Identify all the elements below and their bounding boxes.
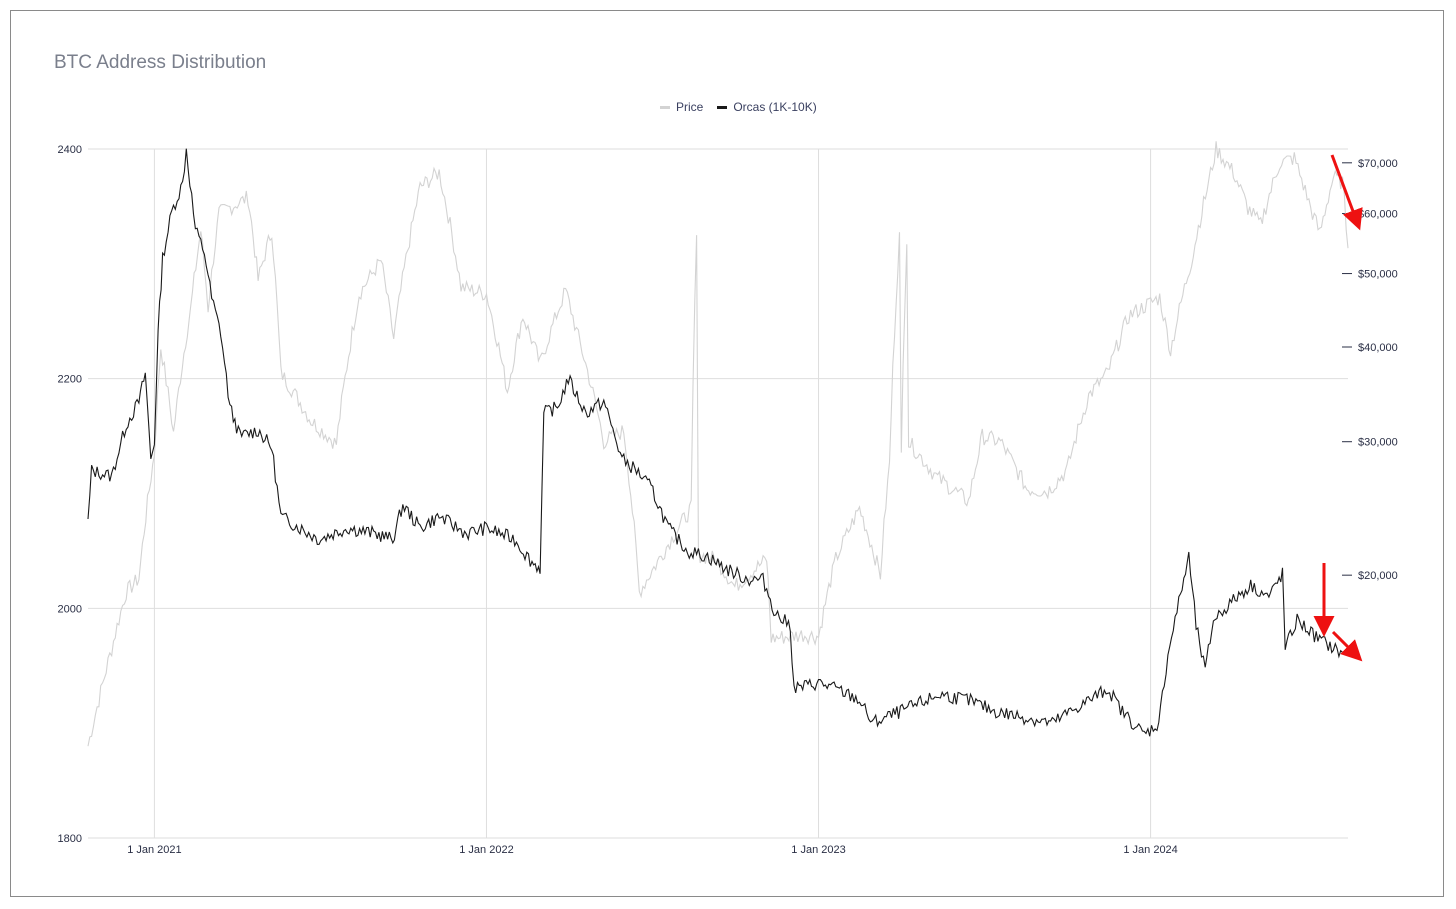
y-right-tick-label: $30,000 bbox=[1358, 437, 1398, 449]
y-right-tick-label: $20,000 bbox=[1358, 570, 1398, 582]
x-tick-label: 1 Jan 2021 bbox=[127, 844, 181, 856]
x-tick-label: 1 Jan 2023 bbox=[791, 844, 845, 856]
legend-label-orcas: Orcas (1K-10K) bbox=[733, 100, 817, 114]
series-line-orcas bbox=[87, 148, 1345, 737]
annotation-arrow-orcas-decline bbox=[1331, 630, 1363, 662]
y-right-tick-label: $60,000 bbox=[1358, 209, 1398, 221]
series-line-price bbox=[87, 141, 1349, 747]
chart-title: BTC Address Distribution bbox=[54, 52, 267, 73]
legend-label-price: Price bbox=[676, 100, 704, 114]
legend-item-price[interactable]: Price bbox=[660, 100, 703, 114]
y-left-tick-label: 1800 bbox=[58, 833, 82, 845]
x-tick-label: 1 Jan 2022 bbox=[459, 844, 513, 856]
y-left-tick-label: 2000 bbox=[58, 603, 82, 615]
y-left-tick-label: 2200 bbox=[58, 374, 82, 386]
legend-item-orcas[interactable]: Orcas (1K-10K) bbox=[717, 100, 817, 114]
legend-swatch-orcas bbox=[717, 105, 728, 109]
x-tick-label: 1 Jan 2024 bbox=[1123, 844, 1177, 856]
y-right-tick-label: $40,000 bbox=[1358, 342, 1398, 354]
legend-swatch-price bbox=[660, 105, 670, 109]
y-right-tick-label: $70,000 bbox=[1358, 158, 1398, 170]
annotation-arrow-price bbox=[1330, 154, 1363, 231]
chart-frame bbox=[10, 10, 1444, 897]
legend: Price Orcas (1K-10K) bbox=[660, 100, 817, 114]
y-right-tick-label: $50,000 bbox=[1358, 269, 1398, 281]
y-left-tick-label: 2400 bbox=[58, 144, 82, 156]
